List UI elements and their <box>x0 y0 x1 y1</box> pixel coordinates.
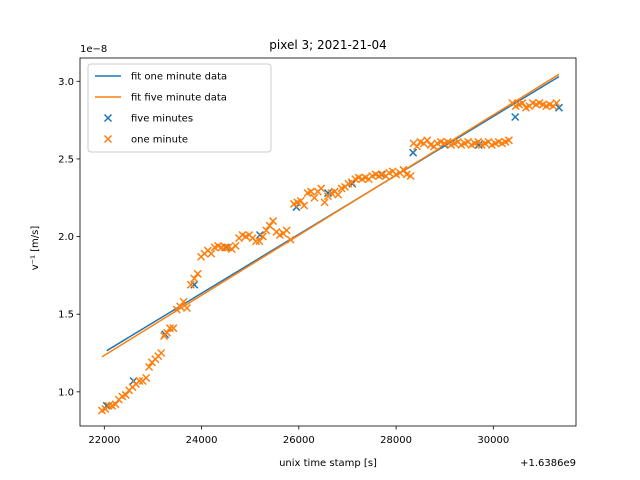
y-axis-label: v⁻¹ [m/s] <box>30 226 41 271</box>
x-tick-label: 22000 <box>88 435 120 446</box>
y-scale-label: 1e−8 <box>80 44 107 55</box>
data-point <box>145 362 154 372</box>
x-tick-label: 26000 <box>283 435 315 446</box>
data-point <box>317 184 326 193</box>
axes-frame <box>79 57 577 427</box>
data-point <box>252 237 261 246</box>
legend-label: fit five minute data <box>131 93 227 104</box>
legend-label: fit one minute data <box>131 72 227 83</box>
data-point <box>412 142 422 151</box>
data-point <box>176 302 185 311</box>
data-point <box>217 243 226 252</box>
data-point <box>135 376 144 386</box>
data-point <box>157 348 166 358</box>
chart-title: pixel 3; 2021-21-04 <box>269 38 386 52</box>
data-point <box>406 171 415 181</box>
data-point <box>190 280 199 289</box>
y-tick-label: 1.0 <box>58 387 74 398</box>
data-point <box>269 217 278 226</box>
data-point <box>179 297 188 306</box>
legend: fit one minute data fit five minute data f… <box>87 63 272 153</box>
data-point <box>423 136 432 145</box>
data-point <box>165 324 174 333</box>
series-3-markers <box>97 98 561 415</box>
data-point <box>504 136 513 145</box>
y-tick-label: 3.0 <box>58 77 74 88</box>
x-tick-label: 28000 <box>380 435 412 446</box>
data-point <box>111 400 120 409</box>
data-point <box>104 401 113 410</box>
data-point <box>296 196 305 205</box>
y-tick-label: 1.5 <box>58 310 74 321</box>
data-point <box>142 373 151 382</box>
data-point <box>306 187 316 196</box>
data-point <box>399 165 408 174</box>
data-point <box>163 328 172 337</box>
data-point <box>300 201 309 210</box>
data-point <box>262 226 271 235</box>
data-point <box>518 98 527 108</box>
data-point <box>169 324 178 333</box>
data-point <box>323 189 333 198</box>
data-point <box>552 98 561 108</box>
legend-box <box>87 63 272 153</box>
data-point <box>282 226 291 235</box>
data-point <box>207 249 216 258</box>
data-point <box>265 221 274 230</box>
data-point <box>186 280 195 289</box>
data-point <box>193 269 202 278</box>
data-point <box>182 303 192 313</box>
legend-label: five minutes <box>131 114 193 125</box>
data-point <box>409 148 418 157</box>
x-tick-label: 30000 <box>477 435 509 446</box>
y-tick-label: 2.0 <box>58 232 74 243</box>
x-axis-label: unix time stamp [s] <box>279 458 377 469</box>
data-point <box>231 241 240 250</box>
data-point <box>220 243 229 252</box>
data-point <box>320 198 329 207</box>
data-point <box>121 390 130 399</box>
plot-area <box>97 73 564 415</box>
data-point <box>255 237 264 246</box>
legend-label: one minute <box>131 135 188 146</box>
legend-marker-swatch <box>103 134 113 144</box>
data-point <box>511 112 520 122</box>
data-point <box>554 103 564 112</box>
data-point <box>334 190 343 199</box>
legend-marker-swatch <box>103 113 113 123</box>
data-point <box>286 235 295 244</box>
data-point <box>190 274 199 283</box>
y-tick-label: 2.5 <box>58 154 74 165</box>
x-offset-label: +1.6386e9 <box>520 458 576 469</box>
data-point <box>310 193 319 202</box>
data-point <box>258 232 267 241</box>
x-tick-label: 24000 <box>186 435 218 446</box>
axes: 22000 24000 26000 28000 30000 1.0 1.5 2.0 2.5 3.0 <box>58 57 577 446</box>
